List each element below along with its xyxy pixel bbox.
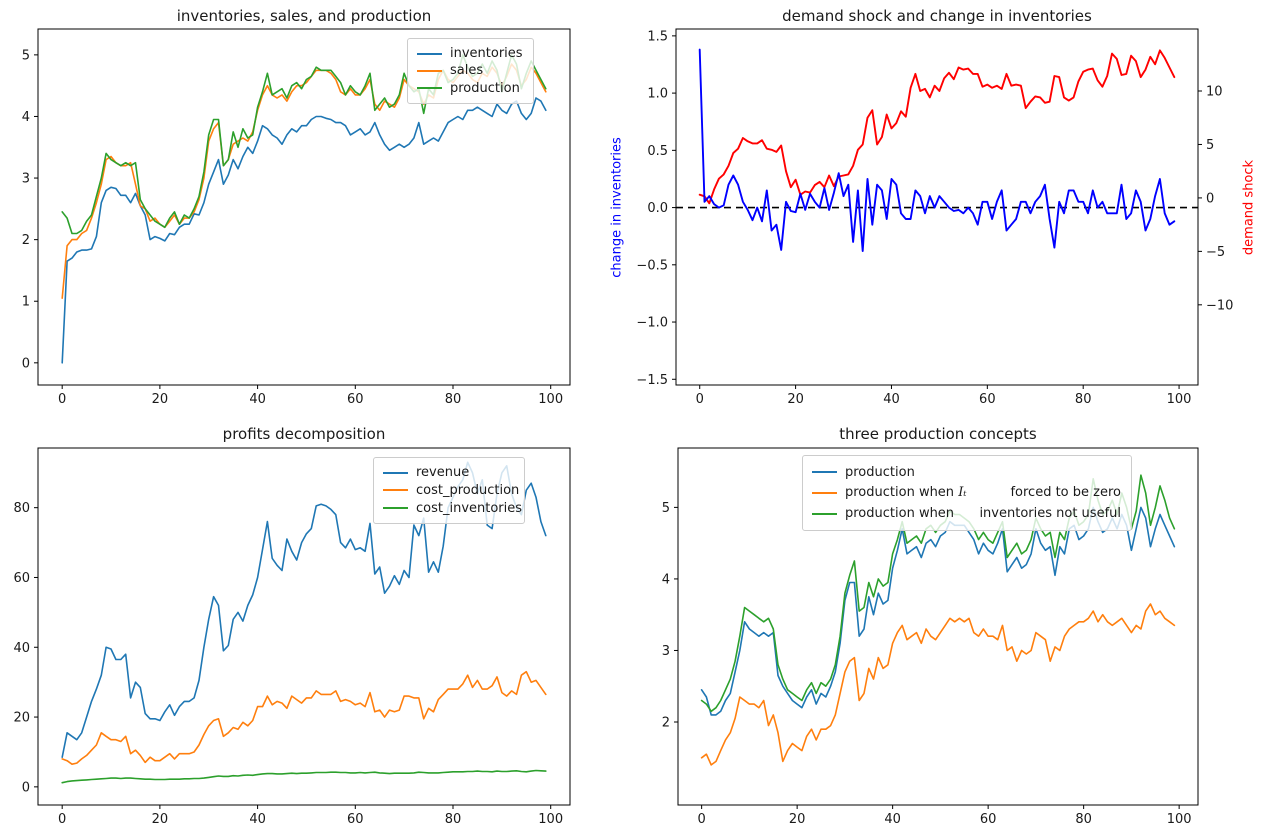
svg-text:0: 0 — [22, 356, 30, 371]
legend-label-part: forced to be zero — [1010, 485, 1121, 501]
y-axis-label-demand-shock: demand shock — [1241, 159, 1257, 256]
svg-text:80: 80 — [13, 501, 30, 516]
legend-three-production-concepts: production production when Iₜ forced to b… — [802, 455, 1132, 531]
svg-text:20: 20 — [13, 711, 30, 726]
svg-text:2: 2 — [22, 233, 30, 248]
legend-label: production — [845, 464, 915, 480]
legend-label-part: inventories not useful — [979, 506, 1121, 522]
chart-title-top-left: inventories, sales, and production — [176, 7, 432, 25]
svg-text:20: 20 — [787, 392, 804, 407]
line-swatch-production-zero-inventories — [812, 491, 837, 494]
chart-title-bottom-right: three production concepts — [839, 425, 1037, 443]
line-swatch-inventories — [417, 52, 442, 55]
svg-text:40: 40 — [884, 812, 901, 827]
svg-text:3: 3 — [22, 172, 30, 187]
svg-text:0: 0 — [1206, 191, 1214, 206]
legend-label: cost_inventories — [416, 500, 523, 516]
svg-text:1.0: 1.0 — [647, 87, 668, 102]
line-swatch-revenue — [383, 471, 408, 474]
legend-item: sales — [417, 63, 523, 78]
svg-text:20: 20 — [152, 392, 169, 407]
svg-text:0.0: 0.0 — [647, 201, 668, 216]
svg-text:1.5: 1.5 — [647, 29, 668, 44]
line-swatch-production — [812, 471, 837, 474]
svg-text:60: 60 — [347, 812, 364, 827]
line-swatch-production-no-useful-inventories — [812, 512, 837, 515]
svg-text:20: 20 — [152, 812, 169, 827]
legend-label: sales — [450, 63, 484, 79]
svg-text:40: 40 — [249, 812, 266, 827]
legend-item: production when inventories not useful — [812, 506, 1121, 521]
svg-text:60: 60 — [979, 392, 996, 407]
legend-label: production — [450, 80, 520, 96]
svg-text:2: 2 — [662, 716, 670, 731]
svg-text:0: 0 — [22, 780, 30, 795]
svg-text:20: 20 — [789, 812, 806, 827]
svg-text:80: 80 — [445, 812, 462, 827]
legend-label-part: production when — [845, 485, 959, 501]
svg-text:−1.5: −1.5 — [636, 373, 668, 388]
svg-text:3: 3 — [662, 644, 670, 659]
svg-text:10: 10 — [1206, 85, 1223, 100]
svg-text:0: 0 — [696, 392, 704, 407]
line-swatch-cost-inventories — [383, 507, 408, 510]
line-swatch-cost-production — [383, 489, 408, 492]
line-swatch-sales — [417, 69, 442, 72]
math-symbol-It: Iₜ — [958, 485, 967, 501]
svg-text:−1.0: −1.0 — [636, 316, 668, 331]
legend-label: cost_production — [416, 482, 520, 498]
legend-profits-decomposition: revenue cost_production cost_inventories — [373, 457, 525, 524]
svg-text:−0.5: −0.5 — [636, 258, 668, 273]
svg-text:40: 40 — [13, 641, 30, 656]
legend-label: revenue — [416, 465, 470, 481]
svg-text:0.5: 0.5 — [647, 144, 668, 159]
chart-title-bottom-left: profits decomposition — [222, 425, 386, 443]
svg-text:40: 40 — [883, 392, 900, 407]
svg-text:100: 100 — [538, 812, 563, 827]
svg-text:0: 0 — [58, 392, 66, 407]
svg-text:−5: −5 — [1206, 245, 1225, 260]
svg-text:80: 80 — [1075, 812, 1092, 827]
legend-item: production — [812, 465, 1121, 480]
svg-text:4: 4 — [22, 110, 30, 125]
svg-text:5: 5 — [22, 48, 30, 63]
svg-text:0: 0 — [58, 812, 66, 827]
legend-item: cost_inventories — [383, 501, 522, 516]
legend-label: production when inventories not useful — [845, 506, 1121, 521]
y-axis-label-change-in-inventories: change in inventories — [609, 137, 625, 278]
legend-inventories-sales-production: inventories sales production — [407, 38, 534, 104]
svg-text:−10: −10 — [1206, 298, 1233, 313]
legend-label: inventories — [450, 46, 523, 62]
line-swatch-production — [417, 87, 442, 90]
svg-text:100: 100 — [1167, 812, 1192, 827]
svg-text:60: 60 — [347, 392, 364, 407]
svg-text:5: 5 — [662, 501, 670, 516]
svg-text:60: 60 — [980, 812, 997, 827]
legend-item: cost_production — [383, 483, 519, 498]
svg-text:1: 1 — [22, 295, 30, 310]
legend-item: production — [417, 81, 523, 96]
svg-text:60: 60 — [13, 571, 30, 586]
svg-text:4: 4 — [662, 572, 670, 587]
chart-title-top-right: demand shock and change in inventories — [782, 7, 1092, 25]
svg-text:80: 80 — [1075, 392, 1092, 407]
legend-item: production when Iₜ forced to be zero — [812, 485, 1121, 500]
legend-item: revenue — [383, 465, 514, 480]
svg-text:100: 100 — [1167, 392, 1192, 407]
svg-text:80: 80 — [445, 392, 462, 407]
legend-item: inventories — [417, 46, 523, 61]
legend-label-part: production when — [845, 506, 955, 522]
svg-text:40: 40 — [249, 392, 266, 407]
svg-text:100: 100 — [538, 392, 563, 407]
svg-text:0: 0 — [697, 812, 705, 827]
svg-text:5: 5 — [1206, 138, 1214, 153]
legend-label: production when Iₜ forced to be zero — [845, 485, 1121, 500]
